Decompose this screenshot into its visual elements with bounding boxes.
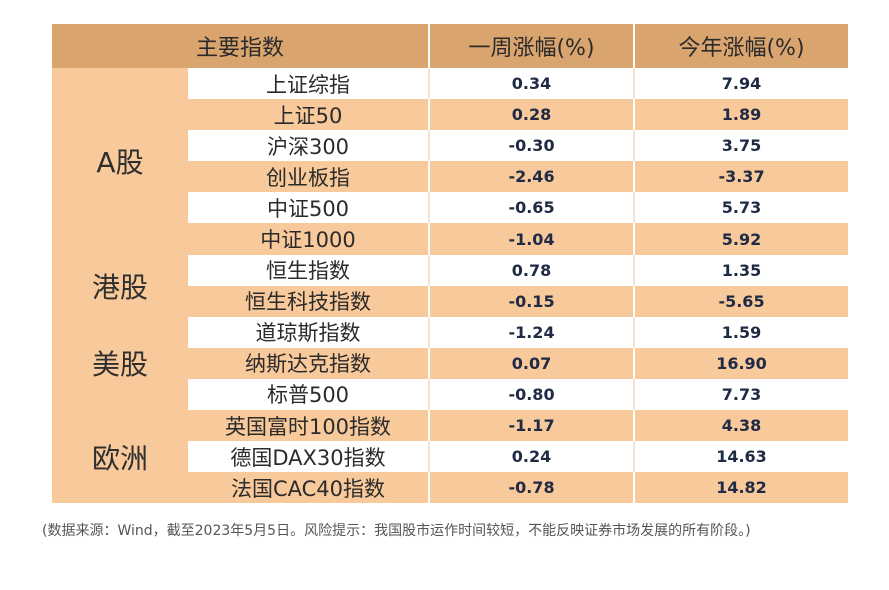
table-row: 中证500 -0.65 5.73 [52,192,849,224]
index-name-cell: 纳斯达克指数 [188,347,431,379]
index-name-cell: 恒生指数 [188,254,431,286]
header-ytd-change: 今年涨幅(%) [634,24,849,68]
ytd-change-cell: 1.89 [634,99,849,131]
source-note: (数据来源：Wind，截至2023年5月5日。风险提示：我国股市运作时间较短，不… [42,523,751,539]
week-change-cell: -0.15 [429,285,636,317]
week-change-cell: -2.46 [429,161,636,193]
week-change-cell: -1.24 [429,316,636,348]
table-row: 沪深300 -0.30 3.75 [52,130,849,162]
week-change-cell: 0.78 [429,254,636,286]
table-row: 港股 恒生指数 0.78 1.35 [52,254,849,317]
index-name-cell: 德国DAX30指数 [188,441,431,473]
table-row: 标普500 -0.80 7.73 [52,378,849,411]
index-name-cell: 沪深300 [188,130,431,162]
week-change-cell: 0.28 [429,99,636,131]
week-change-cell: 0.24 [429,441,636,473]
index-name-cell: 创业板指 [188,161,431,193]
index-name-cell: 中证1000 [188,223,431,255]
ytd-change-cell: 16.90 [634,347,849,379]
ytd-change-cell: 7.94 [634,68,849,100]
ytd-change-cell: 3.75 [634,130,849,162]
index-name-cell: 上证50 [188,99,431,131]
index-name-cell: 法国CAC40指数 [188,472,431,504]
ytd-change-cell: 14.63 [634,441,849,473]
table-header-row: 主要指数 一周涨幅(%) 今年涨幅(%) [52,24,849,68]
header-week-change: 一周涨幅(%) [429,24,636,68]
table-row: 上证50 0.28 1.89 [52,99,849,131]
index-name-cell: 上证综指 [188,68,431,100]
week-change-cell: 0.34 [429,68,636,100]
ytd-change-cell: 5.92 [634,223,849,255]
header-index: 主要指数 [52,24,431,68]
week-change-cell: -0.80 [429,378,636,411]
week-change-cell: -1.17 [429,410,636,442]
index-name-cell: 恒生科技指数 [188,285,431,317]
market-group-label: 美股 [52,316,188,411]
market-group-label: A股 [52,68,188,255]
table-row: 欧洲 英国富时100指数 -1.17 4.38 [52,410,849,504]
week-change-cell: -0.78 [429,472,636,504]
table-row: 中证1000 -1.04 5.92 [52,223,849,255]
index-name-cell: 英国富时100指数 [188,410,431,442]
market-group-label: 欧洲 [52,410,188,504]
ytd-change-cell: 5.73 [634,192,849,224]
week-change-cell: -0.65 [429,192,636,224]
week-change-cell: -1.04 [429,223,636,255]
table-row: 德国DAX30指数 0.24 14.63 [52,441,849,473]
ytd-change-cell: -3.37 [634,161,849,193]
week-change-cell: -0.30 [429,130,636,162]
index-name-cell: 标普500 [188,378,431,411]
table-row: 法国CAC40指数 -0.78 14.82 [52,472,849,504]
ytd-change-cell: 4.38 [634,410,849,442]
table-row: 纳斯达克指数 0.07 16.90 [52,347,849,379]
ytd-change-cell: 1.59 [634,316,849,348]
table-row: 恒生科技指数 -0.15 -5.65 [52,285,849,317]
index-performance-table: 主要指数 一周涨幅(%) 今年涨幅(%) A股 上证综指 0.34 7.94 上证50 0… [52,24,849,504]
ytd-change-cell: 14.82 [634,472,849,504]
table-row: A股 上证综指 0.34 7.94 [52,68,849,255]
index-name-cell: 道琼斯指数 [188,316,431,348]
table-row: 美股 道琼斯指数 -1.24 1.59 [52,316,849,411]
ytd-change-cell: 7.73 [634,378,849,411]
index-name-cell: 中证500 [188,192,431,224]
ytd-change-cell: -5.65 [634,285,849,317]
week-change-cell: 0.07 [429,347,636,379]
market-group-label: 港股 [52,254,188,317]
table-row: 创业板指 -2.46 -3.37 [52,161,849,193]
ytd-change-cell: 1.35 [634,254,849,286]
